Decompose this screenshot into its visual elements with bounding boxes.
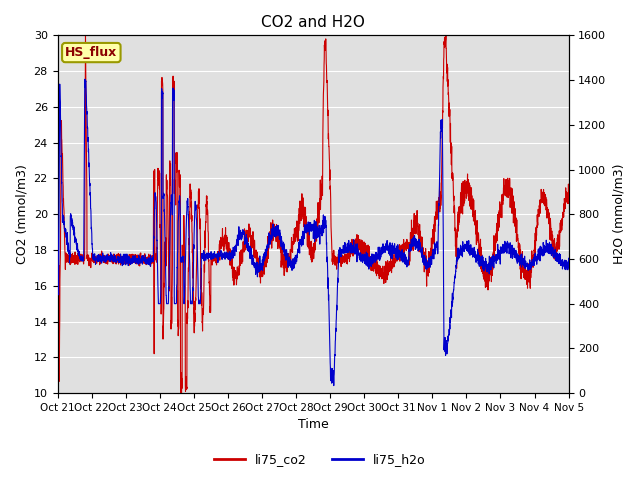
Text: HS_flux: HS_flux: [65, 46, 118, 59]
Y-axis label: H2O (mmol/m3): H2O (mmol/m3): [612, 164, 625, 264]
Title: CO2 and H2O: CO2 and H2O: [261, 15, 365, 30]
Y-axis label: CO2 (mmol/m3): CO2 (mmol/m3): [15, 164, 28, 264]
X-axis label: Time: Time: [298, 419, 328, 432]
Legend: li75_co2, li75_h2o: li75_co2, li75_h2o: [209, 448, 431, 471]
